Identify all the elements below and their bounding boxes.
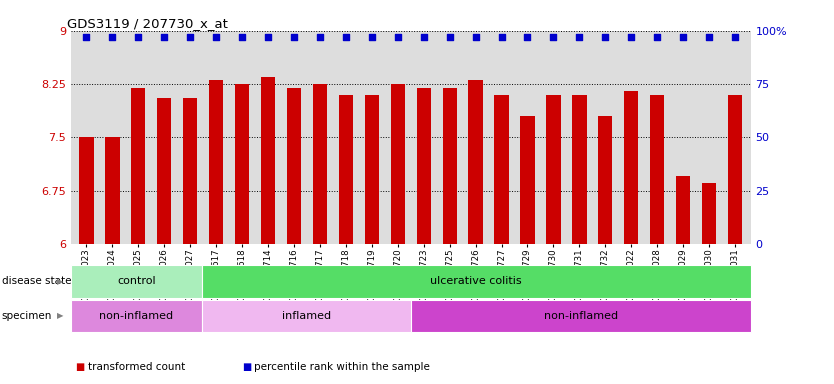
Bar — [287, 88, 301, 244]
Point — [80, 34, 93, 40]
Bar — [105, 137, 119, 244]
Point — [314, 34, 327, 40]
Bar — [364, 95, 379, 244]
Bar — [469, 81, 483, 244]
Bar — [650, 95, 665, 244]
Text: specimen: specimen — [2, 311, 52, 321]
Point — [520, 34, 534, 40]
Bar — [443, 88, 457, 244]
Point — [728, 34, 741, 40]
Bar — [416, 88, 431, 244]
Bar — [79, 137, 93, 244]
Point — [676, 34, 690, 40]
Bar — [202, 265, 751, 298]
Bar — [546, 95, 560, 244]
Point — [417, 34, 430, 40]
Text: ■: ■ — [242, 362, 251, 372]
Text: non-inflamed: non-inflamed — [99, 311, 173, 321]
Point — [391, 34, 404, 40]
Text: ▶: ▶ — [57, 277, 63, 286]
Bar — [71, 265, 202, 298]
Bar — [202, 300, 410, 332]
Point — [599, 34, 612, 40]
Text: inflamed: inflamed — [282, 311, 331, 321]
Point — [651, 34, 664, 40]
Point — [209, 34, 223, 40]
Point — [495, 34, 508, 40]
Text: ulcerative colitis: ulcerative colitis — [430, 276, 522, 286]
Bar — [572, 95, 586, 244]
Point — [261, 34, 274, 40]
Point — [702, 34, 716, 40]
Text: ▶: ▶ — [57, 311, 63, 320]
Point — [132, 34, 145, 40]
Bar — [235, 84, 249, 244]
Bar — [313, 84, 327, 244]
Bar — [157, 98, 172, 244]
Text: GDS3119 / 207730_x_at: GDS3119 / 207730_x_at — [68, 17, 229, 30]
Bar — [495, 95, 509, 244]
Point — [573, 34, 586, 40]
Point — [106, 34, 119, 40]
Point — [339, 34, 353, 40]
Text: control: control — [117, 276, 156, 286]
Text: ■: ■ — [75, 362, 84, 372]
Bar — [131, 88, 145, 244]
Point — [183, 34, 197, 40]
Bar — [410, 300, 751, 332]
Bar — [390, 84, 405, 244]
Point — [158, 34, 171, 40]
Text: disease state: disease state — [2, 276, 71, 286]
Point — [469, 34, 482, 40]
Point — [365, 34, 379, 40]
Point — [443, 34, 456, 40]
Point — [547, 34, 560, 40]
Bar — [209, 81, 224, 244]
Bar — [339, 95, 353, 244]
Bar — [183, 98, 198, 244]
Text: transformed count: transformed count — [88, 362, 185, 372]
Point — [625, 34, 638, 40]
Bar — [261, 77, 275, 244]
Bar — [676, 176, 691, 244]
Bar — [71, 300, 202, 332]
Bar — [728, 95, 742, 244]
Bar — [520, 116, 535, 244]
Bar — [598, 116, 612, 244]
Bar — [624, 91, 638, 244]
Bar — [702, 184, 716, 244]
Point — [288, 34, 301, 40]
Text: non-inflamed: non-inflamed — [544, 311, 618, 321]
Point — [235, 34, 249, 40]
Text: percentile rank within the sample: percentile rank within the sample — [254, 362, 430, 372]
